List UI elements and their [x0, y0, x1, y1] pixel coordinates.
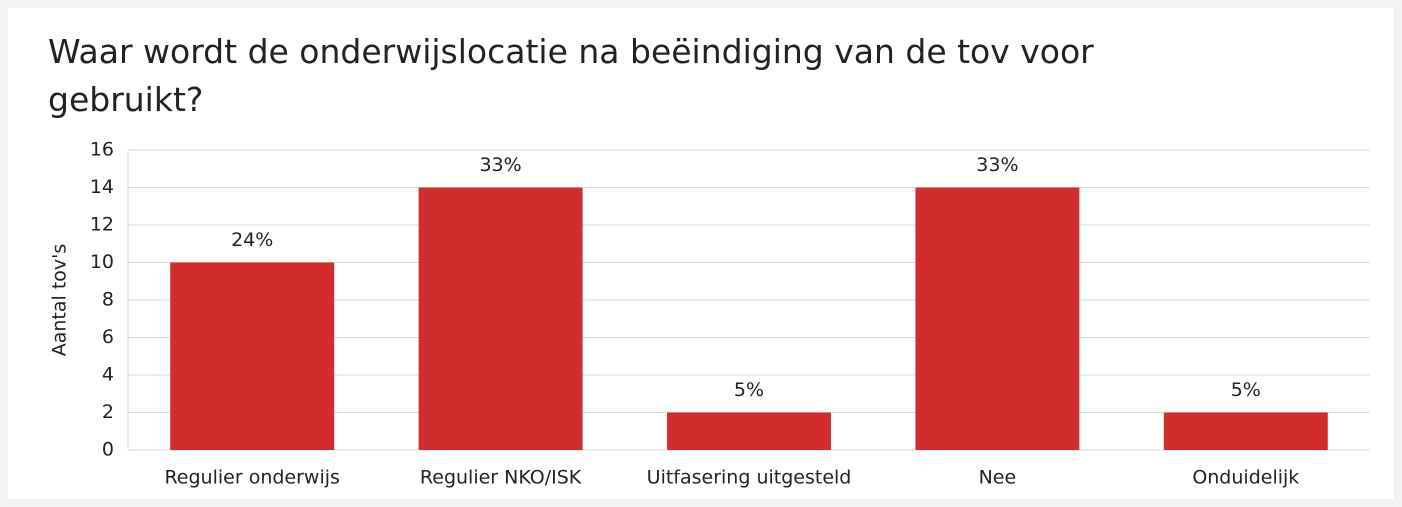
y-axis-label: Aantal tov's: [49, 244, 71, 357]
x-tick-label: Regulier onderwijs: [164, 467, 339, 489]
x-tick-label: Nee: [979, 467, 1017, 489]
data-label: 5%: [734, 379, 764, 401]
bar: [1163, 412, 1328, 450]
y-tick-label: 10: [90, 251, 114, 273]
data-label: 33%: [976, 154, 1018, 176]
bar: [915, 187, 1080, 450]
data-label: 33%: [479, 154, 521, 176]
y-tick-label: 16: [90, 139, 114, 161]
bar: [418, 187, 583, 450]
y-tick-label: 12: [90, 214, 114, 236]
bar: [667, 412, 831, 450]
y-tick-label: 0: [102, 439, 114, 461]
y-tick-label: 2: [102, 401, 114, 423]
x-tick-label: Uitfasering uitgesteld: [647, 467, 852, 489]
y-tick-label: 8: [102, 289, 114, 311]
x-tick-label: Onduidelijk: [1192, 467, 1299, 489]
chart-panel: Waar wordt de onderwijslocatie na beëind…: [8, 8, 1394, 499]
y-tick-label: 14: [90, 176, 114, 198]
chart-title: Waar wordt de onderwijslocatie na beëind…: [48, 32, 1094, 119]
bar: [170, 262, 335, 450]
data-label: 5%: [1231, 379, 1261, 401]
y-tick-label: 6: [102, 326, 114, 348]
chart: Aantal tov's 0 2 4 6 8 10 12 14 16 Regulier onderw…: [49, 139, 1370, 489]
data-label: 24%: [231, 229, 273, 251]
x-tick-label: Regulier NKO/ISK: [420, 467, 582, 489]
y-tick-label: 4: [102, 364, 114, 386]
